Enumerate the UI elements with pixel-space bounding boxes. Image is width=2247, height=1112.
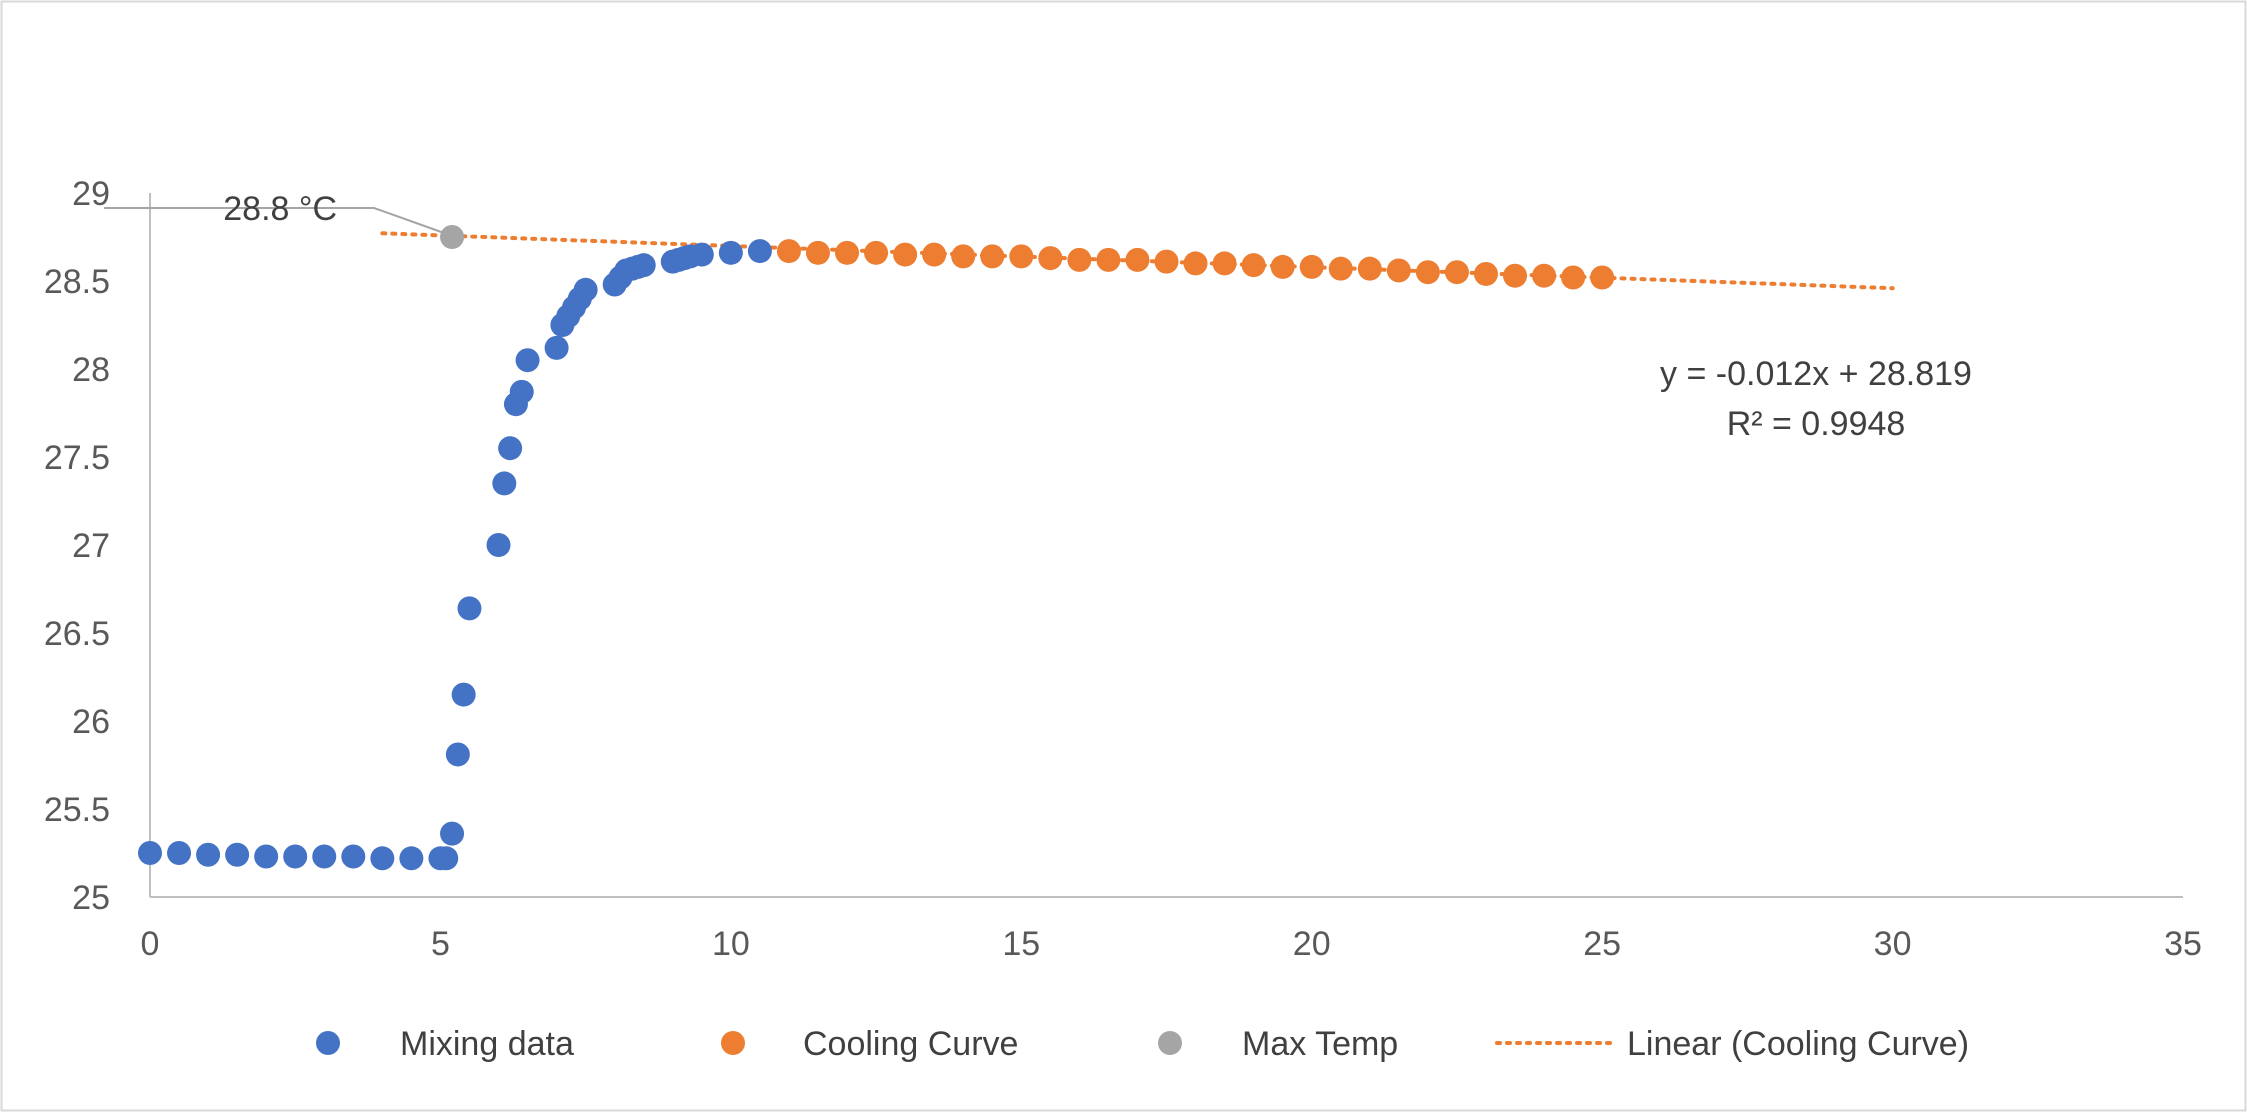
point-mixing-data bbox=[225, 842, 250, 867]
point-cooling-curve bbox=[1503, 263, 1528, 288]
point-cooling-curve bbox=[1561, 265, 1586, 290]
point-mixing-data bbox=[254, 844, 279, 869]
point-mixing-data bbox=[492, 471, 517, 496]
point-mixing-data bbox=[440, 821, 465, 846]
trendline-equation: y = -0.012x + 28.819 bbox=[1660, 355, 1972, 393]
point-mixing-data bbox=[544, 335, 569, 360]
legend-label-mixing-data: Mixing data bbox=[400, 1025, 574, 1063]
point-max-temp bbox=[440, 225, 465, 249]
y-tick-label: 29 bbox=[72, 175, 110, 213]
point-mixing-data bbox=[283, 844, 308, 869]
y-tick-label: 28.5 bbox=[44, 263, 110, 301]
point-cooling-curve bbox=[1183, 251, 1208, 276]
x-tick-label: 15 bbox=[1002, 925, 1040, 963]
point-mixing-data bbox=[718, 240, 743, 265]
x-tick-label: 10 bbox=[712, 925, 750, 963]
point-cooling-curve bbox=[1241, 253, 1266, 278]
point-cooling-curve bbox=[1154, 249, 1179, 274]
y-tick-label: 25.5 bbox=[44, 791, 110, 829]
legend-label-cooling-curve: Cooling Curve bbox=[803, 1025, 1018, 1063]
point-mixing-data bbox=[167, 841, 192, 865]
y-tick-label: 26.5 bbox=[44, 615, 110, 653]
annotation-layer: 28.8 °C y = -0.012x + 28.819 R² = 0.9948 bbox=[104, 190, 1972, 443]
point-cooling-curve bbox=[951, 244, 976, 269]
legend-marker-max-temp bbox=[1158, 1031, 1182, 1055]
x-tick-label: 30 bbox=[1874, 925, 1912, 963]
point-mixing-data bbox=[370, 846, 395, 871]
point-cooling-curve bbox=[1096, 247, 1121, 272]
axes: 0 5 10 15 20 25 30 35 25 25.5 26 26.5 27 27.5 28 28.5 29 bbox=[44, 175, 2202, 963]
point-cooling-curve bbox=[893, 242, 918, 267]
legend-label-max-temp: Max Temp bbox=[1242, 1025, 1398, 1063]
point-mixing-data bbox=[689, 242, 714, 267]
point-mixing-data bbox=[445, 742, 470, 767]
point-mixing-data bbox=[196, 842, 221, 867]
point-cooling-curve bbox=[922, 242, 947, 267]
x-tick-label: 0 bbox=[141, 925, 160, 963]
point-cooling-curve bbox=[776, 239, 801, 264]
x-tick-label: 20 bbox=[1293, 925, 1331, 963]
y-tick-label: 26 bbox=[72, 703, 110, 741]
point-cooling-curve bbox=[805, 240, 830, 265]
point-mixing-data bbox=[312, 844, 337, 869]
legend-marker-cooling-curve bbox=[721, 1031, 745, 1055]
point-cooling-curve bbox=[1270, 254, 1295, 279]
point-cooling-curve bbox=[980, 244, 1005, 269]
points-layer bbox=[138, 225, 1615, 871]
point-mixing-data bbox=[573, 277, 598, 302]
point-mixing-data bbox=[399, 846, 424, 871]
point-mixing-data bbox=[631, 253, 656, 278]
y-tick-label: 25 bbox=[72, 879, 110, 917]
y-tick-label: 27 bbox=[72, 527, 110, 565]
point-mixing-data bbox=[457, 596, 482, 621]
point-cooling-curve bbox=[1444, 260, 1469, 285]
y-tick-label: 28 bbox=[72, 351, 110, 389]
point-mixing-data bbox=[515, 348, 540, 373]
point-cooling-curve bbox=[1212, 251, 1237, 276]
x-tick-label: 35 bbox=[2164, 925, 2202, 963]
point-cooling-curve bbox=[1067, 247, 1092, 272]
point-mixing-data bbox=[498, 436, 523, 461]
legend-marker-mixing-data bbox=[316, 1031, 340, 1055]
point-mixing-data bbox=[434, 846, 459, 871]
point-mixing-data bbox=[747, 239, 772, 264]
point-cooling-curve bbox=[1473, 261, 1498, 286]
point-cooling-curve bbox=[1415, 260, 1440, 285]
point-cooling-curve bbox=[1532, 263, 1557, 288]
point-mixing-data bbox=[509, 379, 534, 404]
max-temp-callout: 28.8 °C bbox=[223, 190, 337, 228]
trendline-linear-cooling-curve bbox=[380, 231, 1895, 291]
point-cooling-curve bbox=[1009, 244, 1034, 269]
point-mixing-data bbox=[486, 533, 511, 557]
trendline-layer bbox=[380, 231, 1895, 291]
point-mixing-data bbox=[341, 844, 366, 869]
legend: Mixing data Cooling Curve Max Temp Linea… bbox=[316, 1025, 1969, 1063]
point-mixing-data bbox=[138, 841, 162, 865]
x-tick-label: 25 bbox=[1583, 925, 1621, 963]
point-cooling-curve bbox=[1328, 256, 1353, 281]
point-cooling-curve bbox=[1386, 258, 1411, 283]
point-cooling-curve bbox=[1299, 254, 1324, 279]
point-cooling-curve bbox=[1125, 247, 1150, 272]
point-mixing-data bbox=[451, 682, 476, 707]
legend-label-linear-trend: Linear (Cooling Curve) bbox=[1627, 1025, 1969, 1063]
x-tick-label: 5 bbox=[431, 925, 450, 963]
trendline-r-squared: R² = 0.9948 bbox=[1727, 405, 1906, 443]
point-cooling-curve bbox=[1590, 265, 1615, 290]
y-tick-label: 27.5 bbox=[44, 439, 110, 477]
callout-leader-line bbox=[104, 207, 445, 234]
point-cooling-curve bbox=[1038, 246, 1063, 271]
point-cooling-curve bbox=[835, 240, 860, 265]
point-cooling-curve bbox=[1357, 256, 1382, 281]
point-cooling-curve bbox=[864, 240, 889, 265]
